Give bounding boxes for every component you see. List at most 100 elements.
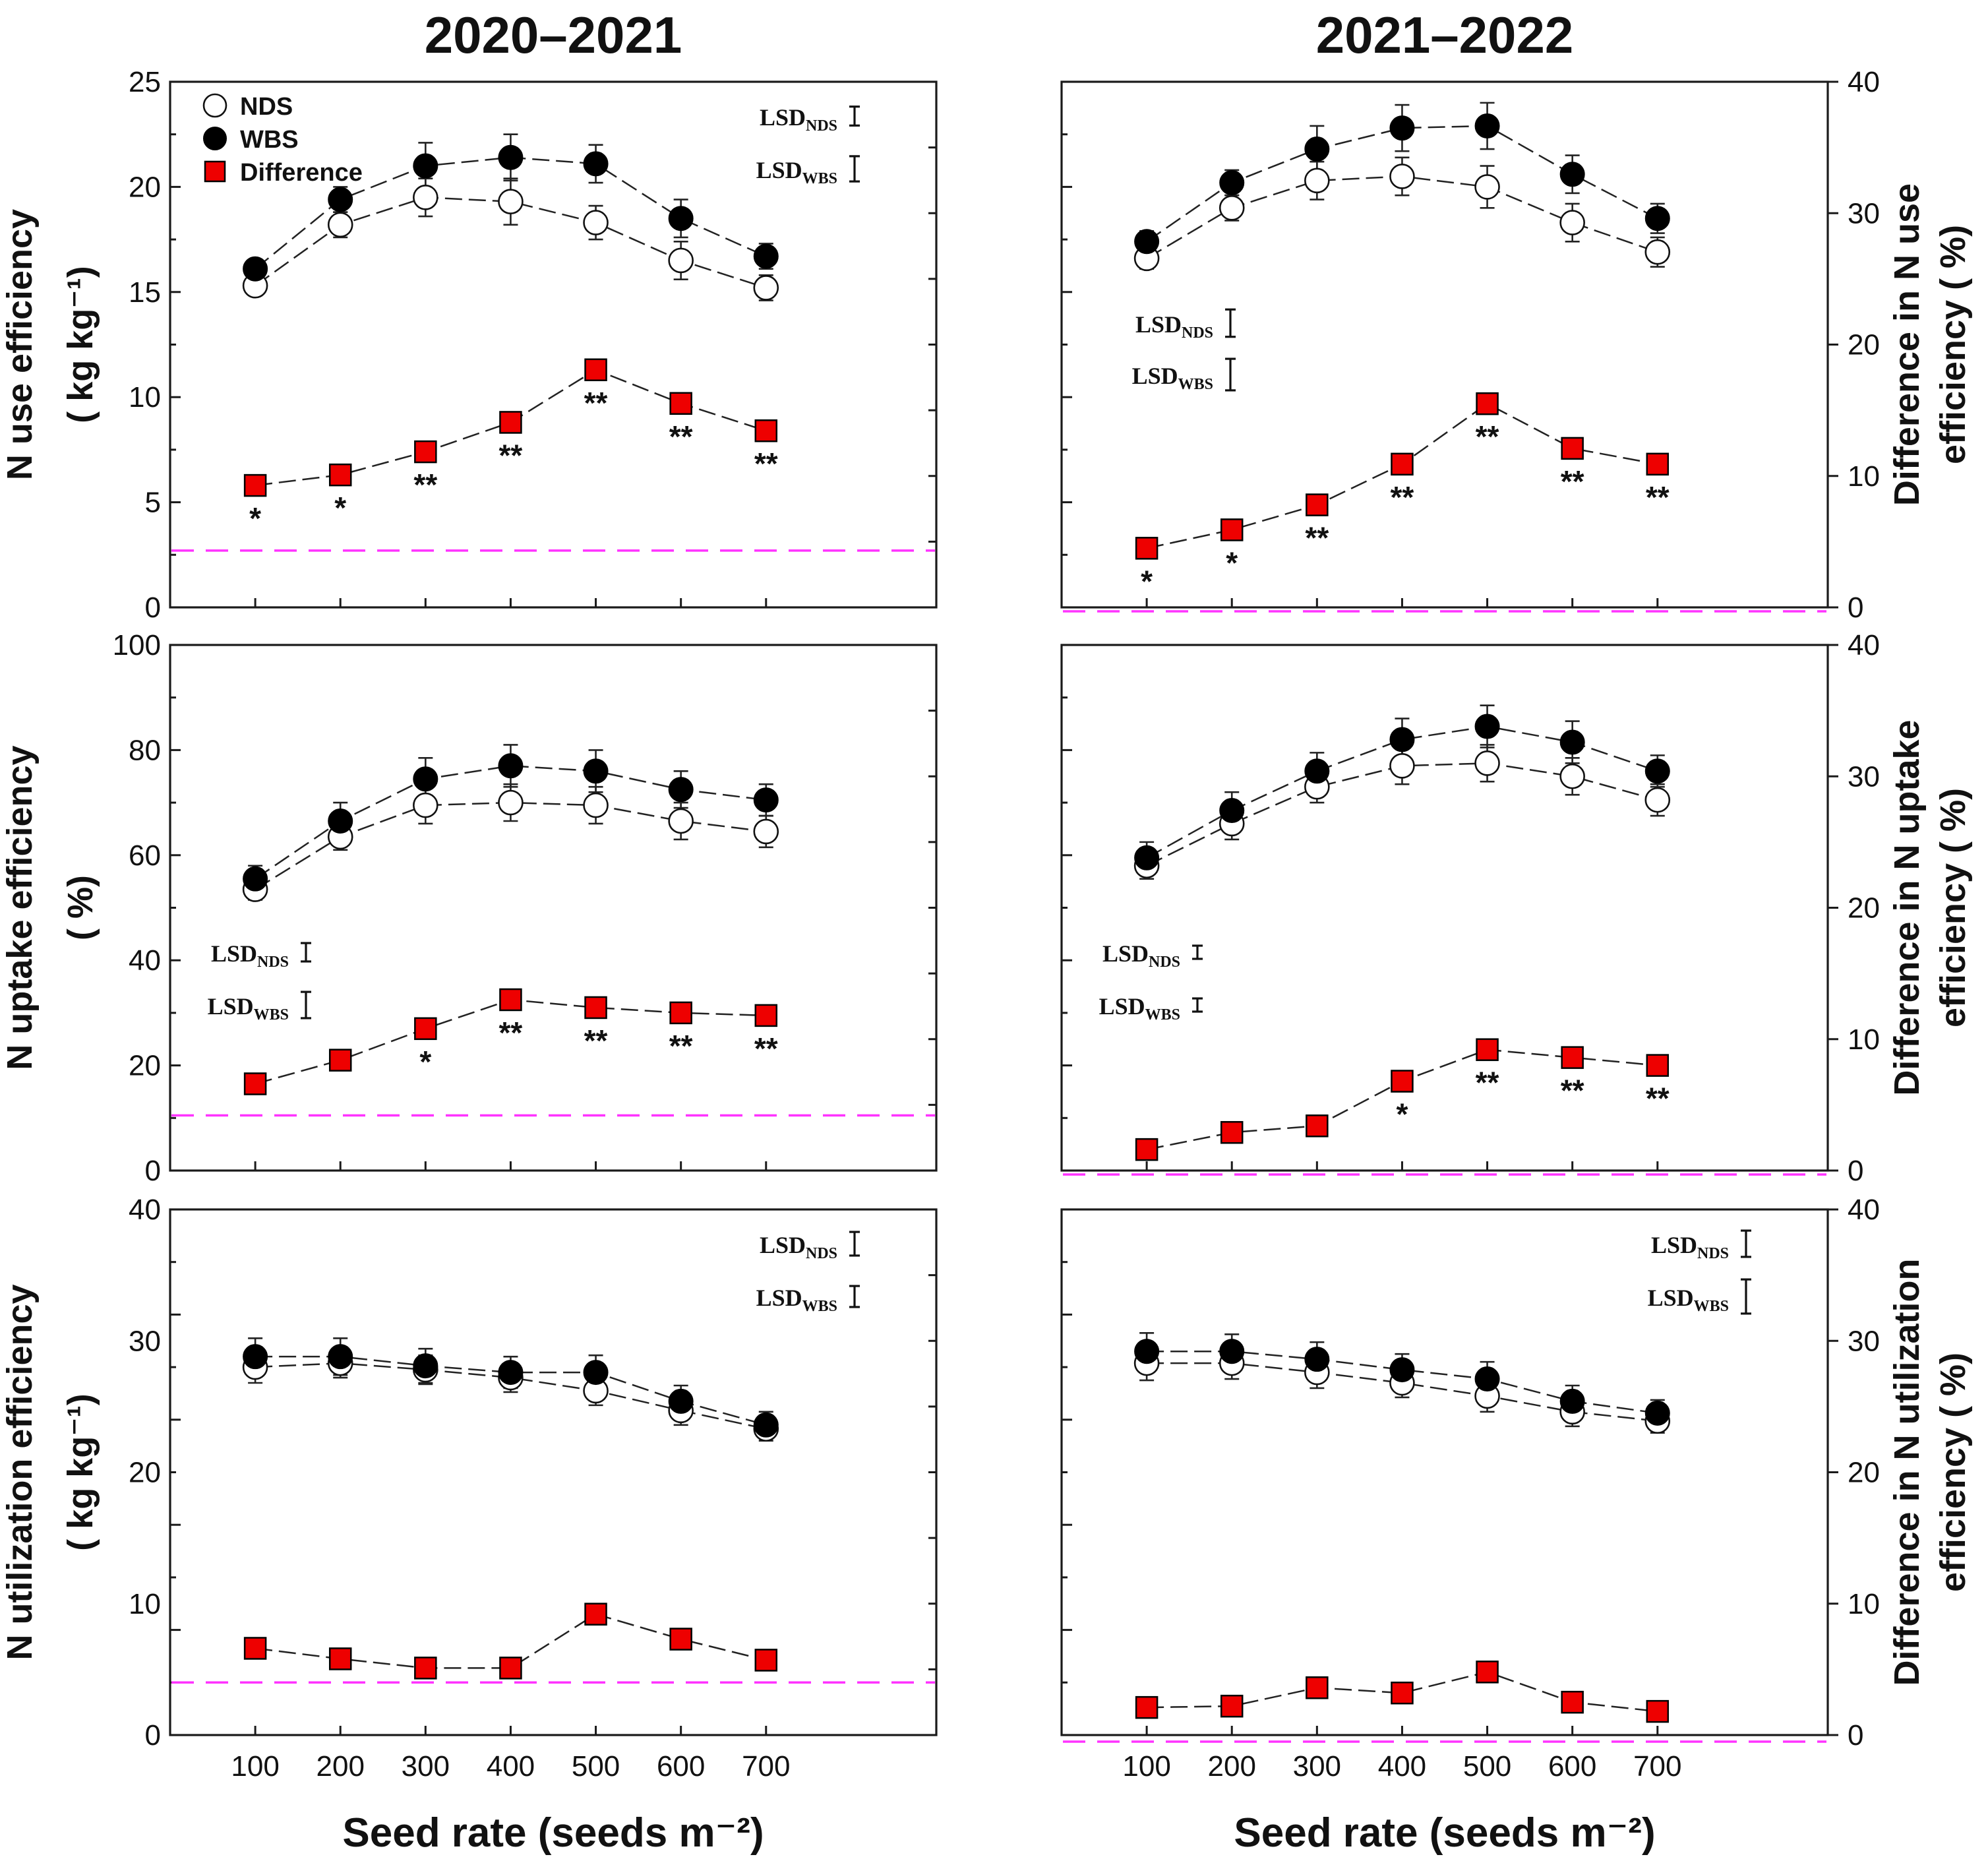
chart-layer: 2020–2021 2021–2022 Seed rate (seeds m⁻²) S… — [0, 6, 1973, 1856]
y-tick-label: 5 — [145, 487, 161, 519]
lsd-wbs-label: LSDWBS — [1099, 993, 1180, 1023]
lsd-prefix: LSD — [760, 1232, 806, 1258]
difference-point — [1476, 1038, 1499, 1061]
nds-point — [498, 789, 524, 816]
y-tick-label: 100 — [113, 629, 161, 661]
significance-marker: ** — [1391, 480, 1414, 514]
x-tick-label: 400 — [487, 1750, 535, 1783]
difference-point — [1646, 1054, 1670, 1077]
wbs-point — [753, 243, 779, 269]
x-tick-label: 200 — [316, 1750, 365, 1783]
difference-point — [1135, 537, 1159, 560]
wbs-point — [1474, 714, 1500, 739]
lsd-wbs-label: LSDWBS — [756, 1285, 837, 1315]
y-axis-label: N utilization efficiency — [0, 1284, 40, 1660]
y-tick-label: 0 — [145, 592, 161, 624]
lsd-wbs-label: LSDWBS — [756, 157, 837, 187]
wbs-point — [1134, 229, 1160, 255]
difference-point — [754, 1004, 778, 1027]
significance-marker: ** — [499, 438, 523, 472]
difference-point — [669, 1628, 692, 1651]
difference-point — [414, 1017, 437, 1041]
wbs-point — [328, 1344, 353, 1370]
difference-point — [669, 392, 692, 415]
wbs-point — [1304, 1347, 1330, 1372]
lsd-prefix: LSD — [1099, 993, 1145, 1020]
wbs-point — [1474, 1366, 1500, 1392]
wbs-point — [1219, 798, 1245, 824]
wbs-point — [328, 808, 353, 834]
wbs-point — [1219, 170, 1245, 196]
y-tick-label: 10 — [129, 1588, 161, 1620]
nds-point — [1559, 210, 1585, 235]
wbs-point — [328, 187, 353, 212]
y2-tick-label: 10 — [1848, 1588, 1880, 1620]
plot-frame — [169, 644, 938, 1172]
plot-frame — [1060, 644, 1829, 1172]
wbs-point — [1559, 1388, 1585, 1414]
significance-marker: * — [249, 501, 261, 535]
legend-wbs-marker — [203, 127, 227, 150]
difference-point — [1135, 1138, 1159, 1161]
lsd-subscript: NDS — [1697, 1245, 1729, 1262]
lsd-wbs-label: LSDWBS — [208, 993, 289, 1023]
y-tick-label: 0 — [145, 1719, 161, 1752]
difference-point — [584, 1602, 607, 1626]
lsd-prefix: LSD — [1648, 1285, 1694, 1311]
lsd-nds-label: LSDNDS — [760, 104, 837, 135]
nds-point — [1644, 787, 1671, 813]
y2-tick-label: 40 — [1848, 66, 1880, 98]
wbs-point — [1134, 845, 1160, 870]
wbs-point — [1644, 758, 1670, 784]
y2-axis-label: Difference in N uptake — [1887, 719, 1927, 1095]
y-tick-label: 40 — [129, 944, 161, 977]
significance-marker: ** — [499, 1016, 523, 1050]
significance-marker: * — [1226, 545, 1238, 580]
difference-point — [754, 1649, 778, 1672]
wbs-point — [1559, 162, 1585, 187]
x-tick-label: 300 — [402, 1750, 450, 1783]
y2-tick-label: 20 — [1848, 329, 1880, 361]
nds-point — [583, 792, 609, 818]
wbs-point — [1304, 758, 1330, 784]
y2-tick-label: 10 — [1848, 1023, 1880, 1056]
y2-tick-label: 30 — [1848, 760, 1880, 793]
significance-marker: ** — [1561, 1074, 1584, 1108]
x-tick-label: 600 — [1548, 1750, 1596, 1783]
wbs-point — [413, 153, 438, 179]
y2-tick-label: 0 — [1848, 1155, 1863, 1187]
wbs-point — [1644, 1400, 1670, 1426]
significance-marker: ** — [1561, 464, 1584, 499]
wbs-point — [498, 753, 524, 779]
difference-point — [1391, 1070, 1414, 1093]
lsd-prefix: LSD — [1132, 363, 1178, 389]
significance-marker: ** — [1476, 419, 1499, 454]
significance-marker: ** — [413, 468, 437, 502]
difference-point — [1561, 1690, 1584, 1714]
wbs-point — [1644, 206, 1670, 231]
lsd-prefix: LSD — [211, 940, 257, 967]
y-tick-label: 30 — [129, 1325, 161, 1357]
difference-point — [1306, 1676, 1329, 1699]
panel-nute_2020: 100 200 300 400 500 600 700 0 10 20 30 40 N utilizat… — [0, 1194, 938, 1783]
difference-point — [499, 1657, 522, 1680]
significance-marker: * — [1141, 564, 1153, 598]
nds-point — [413, 185, 438, 210]
x-tick-label: 400 — [1378, 1750, 1426, 1783]
column-title-0: 2020–2021 — [425, 6, 682, 64]
legend-nds-marker — [202, 93, 227, 118]
nds-point — [327, 212, 353, 238]
wbs-point — [243, 256, 268, 282]
legend-difference-label: Difference — [240, 159, 363, 187]
difference-point — [1476, 1661, 1499, 1684]
panel-nue_2021: 0 10 20 30 40 Difference in N use efficiency (… — [1060, 66, 1973, 624]
lsd-subscript: NDS — [257, 954, 289, 971]
plot-frame — [1060, 1208, 1829, 1736]
lsd-wbs-label: LSDWBS — [1132, 363, 1213, 393]
nds-point — [1474, 174, 1500, 200]
significance-marker: ** — [1305, 521, 1329, 555]
lsd-wbs-label: LSDWBS — [1648, 1285, 1729, 1315]
lsd-nds-label: LSDNDS — [1102, 940, 1180, 971]
difference-point — [328, 463, 352, 487]
lsd-prefix: LSD — [760, 104, 806, 131]
